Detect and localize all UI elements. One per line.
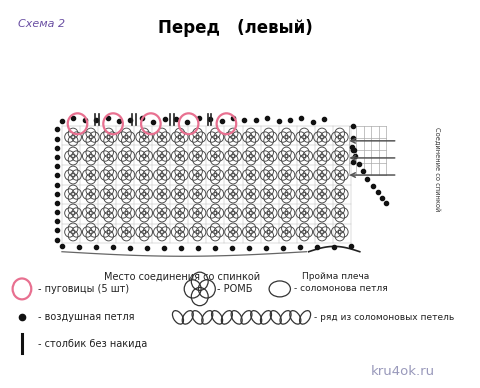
- Text: Пройма плеча: Пройма плеча: [302, 272, 369, 281]
- Text: - ряд из соломоновых петель: - ряд из соломоновых петель: [313, 313, 454, 322]
- Text: Перед   (левый): Перед (левый): [158, 19, 312, 37]
- Text: - пуговицы (5 шт): - пуговицы (5 шт): [37, 284, 129, 294]
- Text: - воздушная петля: - воздушная петля: [37, 312, 134, 322]
- Text: - столбик без накида: - столбик без накида: [37, 339, 147, 349]
- Text: - соломонова петля: - соломонова петля: [294, 284, 388, 293]
- Text: Схема 2: Схема 2: [17, 19, 65, 29]
- Text: Соединение со спинкой: Соединение со спинкой: [434, 127, 441, 211]
- Text: kru4ok.ru: kru4ok.ru: [371, 365, 435, 378]
- Text: - РОМБ: - РОМБ: [216, 284, 252, 294]
- Text: Место соединения со спинкой: Место соединения со спинкой: [104, 272, 260, 282]
